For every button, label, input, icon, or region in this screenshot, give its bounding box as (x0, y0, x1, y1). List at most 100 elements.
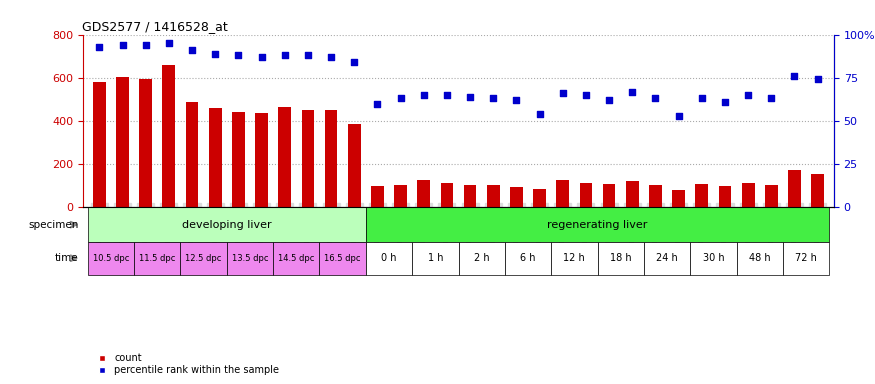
Bar (319, 242, 366, 275)
Point (185, 47, 199, 53)
Bar (186, 101, 199, 207)
Point (765, 96, 779, 102)
Bar (765, 185, 778, 207)
Bar (395, 185, 407, 207)
Bar (458, 242, 505, 275)
Bar (510, 187, 522, 207)
Bar (626, 182, 639, 207)
Text: specimen: specimen (28, 220, 79, 230)
Bar (371, 186, 384, 207)
Bar (742, 182, 754, 207)
Point (116, 42, 130, 48)
Bar (737, 242, 783, 275)
Bar (811, 174, 824, 207)
Bar (134, 242, 180, 275)
Point (301, 52, 315, 58)
Point (718, 99, 732, 105)
Text: 24 h: 24 h (656, 253, 678, 263)
Bar (139, 79, 152, 207)
Point (255, 54, 269, 60)
Point (277, 52, 291, 58)
Point (463, 94, 477, 100)
Point (602, 97, 616, 103)
Point (394, 96, 408, 102)
Text: 13.5 dpc: 13.5 dpc (232, 254, 269, 263)
Bar (348, 124, 360, 207)
Bar (366, 242, 412, 275)
Point (695, 96, 709, 102)
Point (231, 52, 245, 58)
Text: time: time (55, 253, 79, 263)
Bar (533, 189, 546, 207)
Bar (579, 182, 592, 207)
Bar (278, 107, 291, 207)
Point (93, 44, 107, 50)
Bar (505, 242, 551, 275)
Point (347, 59, 361, 65)
Bar (88, 207, 366, 242)
Point (138, 42, 153, 48)
Point (556, 90, 570, 96)
Point (741, 92, 755, 98)
Point (416, 92, 430, 98)
Bar (556, 180, 569, 207)
Text: 2 h: 2 h (474, 253, 489, 263)
Bar (487, 185, 500, 207)
Text: 10.5 dpc: 10.5 dpc (93, 254, 130, 263)
Bar (273, 242, 319, 275)
Point (370, 101, 384, 107)
Point (533, 111, 547, 117)
Point (788, 73, 802, 79)
Bar (232, 113, 245, 207)
Bar (302, 110, 314, 207)
Point (648, 96, 662, 102)
Point (487, 96, 500, 102)
Text: 11.5 dpc: 11.5 dpc (139, 254, 176, 263)
Point (672, 113, 686, 119)
Bar (672, 190, 685, 207)
Bar (255, 113, 268, 207)
Point (162, 40, 176, 46)
Bar (551, 242, 598, 275)
Bar (718, 186, 732, 207)
Bar (93, 82, 106, 207)
Bar (366, 207, 830, 242)
Bar (440, 182, 453, 207)
Text: 18 h: 18 h (610, 253, 632, 263)
Bar (644, 242, 690, 275)
Text: 6 h: 6 h (521, 253, 536, 263)
Point (810, 76, 824, 83)
Text: 12.5 dpc: 12.5 dpc (186, 254, 221, 263)
Text: 12 h: 12 h (564, 253, 585, 263)
Point (579, 92, 593, 98)
Point (324, 54, 338, 60)
Text: regenerating liver: regenerating liver (548, 220, 648, 230)
Bar (603, 184, 615, 207)
Bar (88, 242, 134, 275)
Bar (325, 110, 338, 207)
Point (208, 51, 222, 57)
Bar (209, 108, 221, 207)
Text: 0 h: 0 h (382, 253, 396, 263)
Bar (417, 180, 430, 207)
Bar (412, 242, 459, 275)
Bar (227, 242, 273, 275)
Text: 1 h: 1 h (428, 253, 443, 263)
Text: 48 h: 48 h (749, 253, 771, 263)
Bar (464, 185, 477, 207)
Bar (649, 185, 662, 207)
Point (509, 97, 523, 103)
Text: 16.5 dpc: 16.5 dpc (325, 254, 360, 263)
Text: 14.5 dpc: 14.5 dpc (278, 254, 314, 263)
Bar (696, 184, 708, 207)
Text: 30 h: 30 h (703, 253, 724, 263)
Bar (598, 242, 644, 275)
Text: GDS2577 / 1416528_at: GDS2577 / 1416528_at (82, 20, 228, 33)
Bar (690, 242, 737, 275)
Bar (180, 242, 227, 275)
Text: developing liver: developing liver (182, 220, 271, 230)
Point (626, 89, 640, 95)
Text: 72 h: 72 h (795, 253, 817, 263)
Bar (163, 65, 175, 207)
Bar (783, 242, 830, 275)
